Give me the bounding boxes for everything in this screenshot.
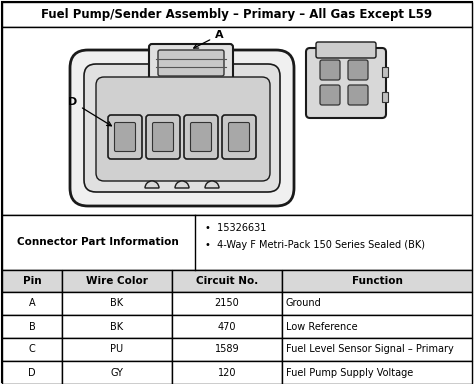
Bar <box>2 361 62 384</box>
Bar <box>62 270 172 292</box>
FancyBboxPatch shape <box>84 64 280 192</box>
FancyBboxPatch shape <box>149 44 233 82</box>
Bar <box>62 361 172 384</box>
FancyBboxPatch shape <box>348 85 368 105</box>
FancyBboxPatch shape <box>70 50 294 206</box>
Bar <box>282 315 472 338</box>
Bar <box>2 338 62 361</box>
Text: Circuit No.: Circuit No. <box>196 276 258 286</box>
FancyBboxPatch shape <box>306 48 386 118</box>
Text: BK: BK <box>110 321 124 331</box>
Bar <box>172 338 282 361</box>
Text: 1589: 1589 <box>215 344 239 354</box>
Bar <box>2 27 472 215</box>
Text: 120: 120 <box>218 367 236 377</box>
FancyBboxPatch shape <box>191 122 211 152</box>
FancyBboxPatch shape <box>153 122 173 152</box>
Bar <box>2 270 62 292</box>
Text: D: D <box>68 97 111 126</box>
FancyBboxPatch shape <box>146 115 180 159</box>
Bar <box>62 338 172 361</box>
Text: Ground: Ground <box>286 298 322 308</box>
Text: Fuel Pump/Sender Assembly – Primary – All Gas Except L59: Fuel Pump/Sender Assembly – Primary – Al… <box>41 8 433 21</box>
Bar <box>2 215 472 270</box>
FancyBboxPatch shape <box>316 42 376 58</box>
Text: PU: PU <box>110 344 124 354</box>
Text: Pin: Pin <box>23 276 41 286</box>
Text: Connector Part Information: Connector Part Information <box>17 237 179 247</box>
Wedge shape <box>145 181 159 188</box>
Bar <box>62 292 172 315</box>
Text: •  15326631: • 15326631 <box>205 223 266 233</box>
Wedge shape <box>205 181 219 188</box>
Text: •  4-Way F Metri-Pack 150 Series Sealed (BK): • 4-Way F Metri-Pack 150 Series Sealed (… <box>205 240 425 250</box>
Text: A: A <box>194 30 224 48</box>
Text: Wire Color: Wire Color <box>86 276 148 286</box>
Bar <box>2 2 472 27</box>
Bar <box>172 292 282 315</box>
Text: D: D <box>28 367 36 377</box>
FancyBboxPatch shape <box>320 60 340 80</box>
Bar <box>2 315 62 338</box>
FancyBboxPatch shape <box>184 115 218 159</box>
Text: GY: GY <box>110 367 123 377</box>
Text: Low Reference: Low Reference <box>286 321 357 331</box>
Text: BK: BK <box>110 298 124 308</box>
FancyBboxPatch shape <box>108 115 142 159</box>
Bar <box>382 67 388 77</box>
Text: 2150: 2150 <box>215 298 239 308</box>
Text: Fuel Level Sensor Signal – Primary: Fuel Level Sensor Signal – Primary <box>286 344 454 354</box>
Bar <box>282 292 472 315</box>
Text: Fuel Pump Supply Voltage: Fuel Pump Supply Voltage <box>286 367 413 377</box>
Bar <box>382 92 388 102</box>
Wedge shape <box>175 181 189 188</box>
Bar <box>172 315 282 338</box>
FancyBboxPatch shape <box>115 122 136 152</box>
Text: Function: Function <box>352 276 402 286</box>
FancyBboxPatch shape <box>96 77 270 181</box>
FancyBboxPatch shape <box>228 122 249 152</box>
FancyBboxPatch shape <box>158 50 224 76</box>
Bar <box>62 315 172 338</box>
Bar <box>172 361 282 384</box>
Bar <box>282 338 472 361</box>
Text: A: A <box>29 298 35 308</box>
Bar <box>282 270 472 292</box>
FancyBboxPatch shape <box>320 85 340 105</box>
Text: B: B <box>28 321 36 331</box>
Bar <box>2 292 62 315</box>
Text: C: C <box>28 344 36 354</box>
FancyBboxPatch shape <box>222 115 256 159</box>
Bar <box>172 270 282 292</box>
FancyBboxPatch shape <box>348 60 368 80</box>
Bar <box>282 361 472 384</box>
Text: 470: 470 <box>218 321 236 331</box>
